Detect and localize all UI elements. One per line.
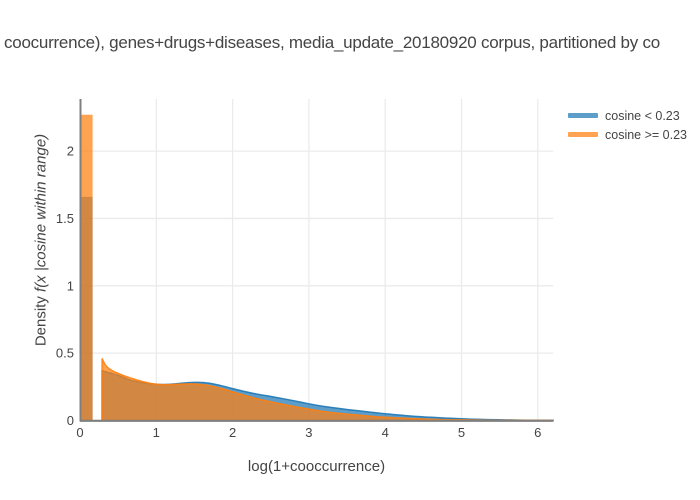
legend-item-cosine-lt[interactable]: cosine < 0.23	[568, 106, 687, 125]
x-axis-title: log(1+cooccurrence)	[247, 458, 386, 475]
x-tick-label: 5	[458, 425, 465, 440]
density-area	[101, 358, 554, 422]
y-tick-label: 1.5	[56, 211, 74, 226]
x-tick-label: 2	[229, 425, 236, 440]
y-axis-title: Density f(x |cosine within range)	[33, 134, 50, 346]
x-tick-label: 1	[153, 425, 160, 440]
chart-title: coocurrence), genes+drugs+diseases, medi…	[4, 33, 660, 52]
legend-swatch-blue	[568, 113, 598, 118]
y-tick-label: 2	[67, 144, 74, 159]
x-tick-label: 0	[76, 425, 83, 440]
legend-swatch-orange	[568, 132, 598, 137]
x-tick-label: 3	[305, 425, 312, 440]
y-axis-title-italic: f(x |cosine within range)	[32, 133, 50, 292]
legend-item-cosine-ge[interactable]: cosine >= 0.23	[568, 125, 687, 144]
legend-label: cosine >= 0.23	[605, 127, 688, 142]
y-tick-label: 1	[67, 278, 74, 293]
y-tick-label: 0.5	[56, 346, 74, 361]
legend-label: cosine < 0.23	[605, 108, 680, 123]
histogram-bar	[80, 114, 93, 421]
x-tick-label: 4	[382, 425, 389, 440]
legend: cosine < 0.23 cosine >= 0.23	[568, 106, 687, 144]
y-axis-title-plain: Density	[32, 291, 50, 347]
y-tick-label: 0	[67, 413, 74, 428]
x-tick-label: 6	[534, 425, 541, 440]
